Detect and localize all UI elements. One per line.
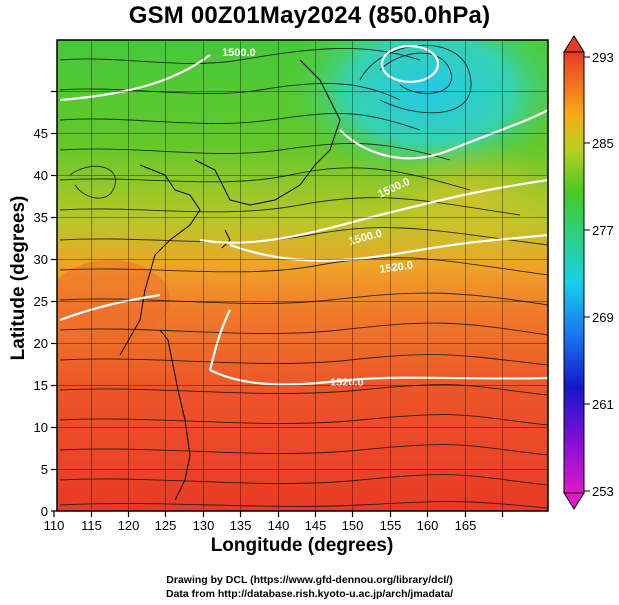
grid-lines [57, 40, 548, 511]
height-contours [59, 44, 548, 386]
x-tick-label: 125 [155, 518, 177, 533]
y-tick-label: 45 [34, 126, 48, 141]
x-tick-label: 120 [118, 518, 140, 533]
y-tick-label: 20 [34, 336, 48, 351]
x-tick-label: 115 [81, 518, 102, 533]
colorbar-bottom-arrow [563, 492, 585, 510]
x-tick-label: 160 [417, 518, 439, 533]
contour-label: 1520.0 [379, 259, 414, 276]
colorbar-tick-label: 269 [592, 310, 614, 325]
y-tick-label: 0 [41, 504, 48, 519]
x-tick-label: 145 [305, 518, 327, 533]
colorbar-tick-label: 261 [592, 397, 614, 412]
chart-title: GSM 00Z01May2024 (850.0hPa) [128, 2, 491, 29]
x-tick-label: 110 [44, 518, 65, 533]
y-tick-label: 30 [34, 252, 48, 267]
y-tick-label: 25 [34, 294, 48, 309]
x-tick-label: 150 [342, 518, 364, 533]
y-tick-marks [51, 90, 57, 512]
colorbar-tick-label: 253 [592, 484, 614, 499]
y-tick-label: 5 [41, 462, 48, 477]
x-tick-label: 155 [380, 518, 402, 533]
colorbar-tick-label: 277 [592, 223, 614, 238]
colorbar-gradient [563, 51, 585, 494]
x-tick-label: 130 [193, 518, 215, 533]
credit-drawing: Drawing by DCL (https://www.gfd-dennou.o… [166, 574, 453, 586]
y-tick-label: 15 [34, 378, 48, 393]
colorbar: 293 285 277 269 261 253 [563, 35, 614, 510]
x-tick-marks [53, 511, 504, 517]
wind-streamlines [59, 45, 548, 509]
y-tick-label: 35 [34, 210, 48, 225]
credit-data-source: Data from http://database.rish.kyoto-u.a… [165, 588, 454, 600]
colorbar-tick-label: 285 [592, 136, 614, 151]
contour-label: 1520.0 [330, 377, 364, 389]
colorbar-top-arrow [563, 35, 585, 53]
colorbar-tick-label: 293 [592, 50, 614, 65]
temperature-field [57, 40, 548, 511]
x-tick-label: 165 [455, 518, 477, 533]
x-tick-label: 135 [230, 518, 252, 533]
plot-frame [56, 39, 549, 512]
y-tick-label: 10 [34, 420, 48, 435]
x-tick-label: 140 [268, 518, 290, 533]
contour-label: 1500.0 [222, 47, 256, 59]
x-axis-label: Longitude (degrees) [210, 535, 394, 556]
y-tick-label: 40 [34, 168, 48, 183]
y-axis-label: Latitude (degrees) [8, 195, 29, 361]
